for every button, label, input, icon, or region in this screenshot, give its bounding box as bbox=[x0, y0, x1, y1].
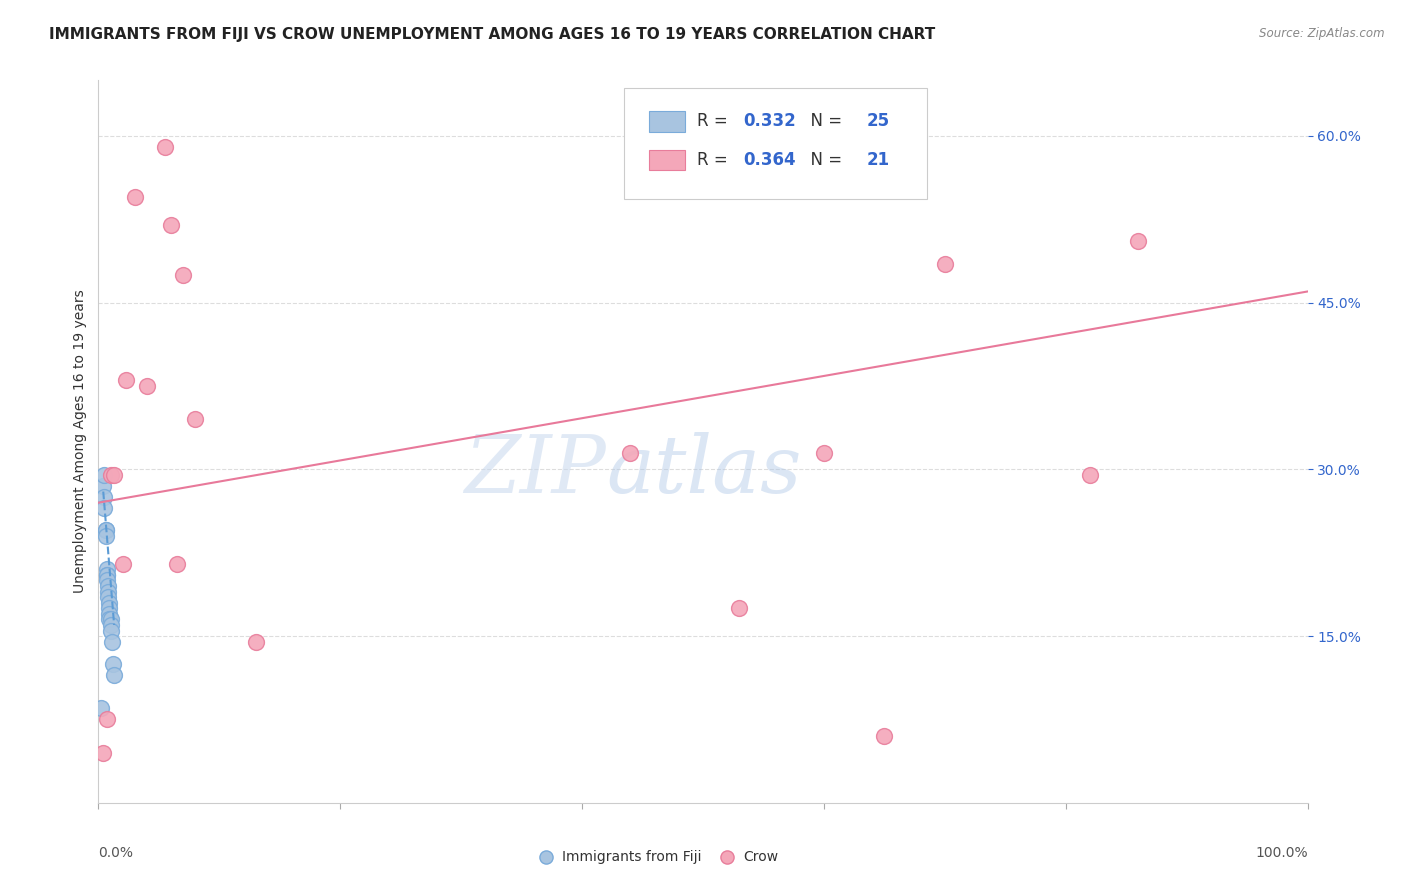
Point bbox=[101, 657, 124, 671]
Text: 100.0%: 100.0% bbox=[1256, 847, 1308, 860]
Point bbox=[94, 529, 117, 543]
Point bbox=[100, 467, 122, 482]
Point bbox=[103, 467, 125, 482]
Point bbox=[93, 467, 115, 482]
Text: Crow: Crow bbox=[742, 850, 778, 864]
Point bbox=[90, 701, 112, 715]
Point bbox=[934, 257, 956, 271]
Point bbox=[94, 524, 117, 538]
Text: 25: 25 bbox=[866, 112, 890, 130]
Point bbox=[100, 612, 122, 626]
Point bbox=[98, 612, 121, 626]
Point bbox=[97, 579, 120, 593]
Point bbox=[1128, 235, 1150, 249]
Point bbox=[96, 568, 118, 582]
Point bbox=[94, 524, 117, 538]
Point bbox=[96, 713, 118, 727]
Point bbox=[103, 668, 125, 682]
Point bbox=[813, 445, 835, 459]
Text: Source: ZipAtlas.com: Source: ZipAtlas.com bbox=[1260, 27, 1385, 40]
Text: N =: N = bbox=[800, 112, 846, 130]
Text: N =: N = bbox=[800, 151, 846, 169]
Text: R =: R = bbox=[697, 151, 733, 169]
Point bbox=[534, 879, 557, 892]
Point bbox=[873, 729, 896, 743]
Point bbox=[172, 268, 194, 282]
Point bbox=[153, 140, 176, 154]
Point bbox=[166, 557, 188, 571]
Point bbox=[98, 596, 121, 610]
Text: ZIP: ZIP bbox=[464, 432, 606, 509]
FancyBboxPatch shape bbox=[648, 112, 685, 132]
FancyBboxPatch shape bbox=[624, 87, 927, 200]
Text: IMMIGRANTS FROM FIJI VS CROW UNEMPLOYMENT AMONG AGES 16 TO 19 YEARS CORRELATION : IMMIGRANTS FROM FIJI VS CROW UNEMPLOYMEN… bbox=[49, 27, 935, 42]
Text: 0.0%: 0.0% bbox=[98, 847, 134, 860]
Text: 0.332: 0.332 bbox=[742, 112, 796, 130]
Point bbox=[96, 574, 118, 588]
Point bbox=[728, 601, 751, 615]
Point bbox=[1078, 467, 1101, 482]
FancyBboxPatch shape bbox=[648, 150, 685, 169]
Point bbox=[98, 607, 121, 621]
Point bbox=[160, 218, 183, 232]
Point bbox=[98, 601, 121, 615]
Point bbox=[100, 618, 122, 632]
Point bbox=[97, 590, 120, 604]
Point bbox=[96, 568, 118, 582]
Point bbox=[716, 879, 738, 892]
Point bbox=[111, 557, 134, 571]
Point bbox=[135, 379, 157, 393]
Text: Immigrants from Fiji: Immigrants from Fiji bbox=[561, 850, 702, 864]
Text: atlas: atlas bbox=[606, 432, 801, 509]
Point bbox=[97, 584, 120, 599]
Point bbox=[245, 634, 267, 648]
Point bbox=[100, 634, 122, 648]
Point bbox=[91, 479, 114, 493]
Text: R =: R = bbox=[697, 112, 733, 130]
Point bbox=[184, 412, 207, 426]
Point bbox=[93, 490, 115, 504]
Point bbox=[100, 624, 122, 638]
Text: 0.364: 0.364 bbox=[742, 151, 796, 169]
Text: 21: 21 bbox=[866, 151, 890, 169]
Point bbox=[115, 373, 138, 387]
Point bbox=[619, 445, 641, 459]
Point bbox=[91, 746, 114, 760]
Point bbox=[96, 562, 118, 576]
Point bbox=[93, 501, 115, 516]
Point bbox=[124, 190, 146, 204]
Y-axis label: Unemployment Among Ages 16 to 19 years: Unemployment Among Ages 16 to 19 years bbox=[73, 290, 87, 593]
